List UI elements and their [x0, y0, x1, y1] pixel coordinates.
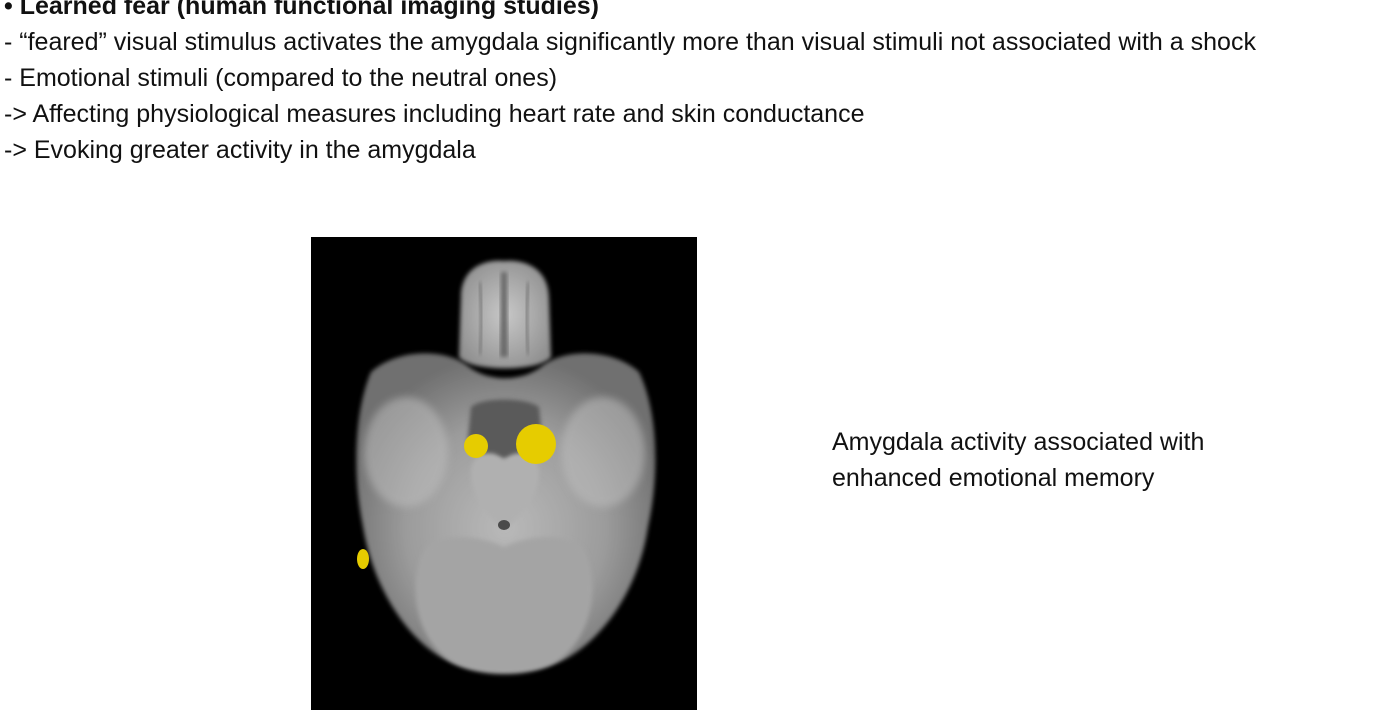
slide-text: • Learned fear (human functional imaging… [4, 0, 1381, 168]
text-line-4: -> Evoking greater activity in the amygd… [4, 136, 476, 164]
activation-temporal [357, 549, 369, 569]
activation-right-amygdala [516, 424, 556, 464]
caption-line-2: enhanced emotional memory [832, 464, 1155, 492]
brain-scan-drawing [356, 260, 656, 677]
heading: • Learned fear (human functional imaging… [4, 0, 1381, 24]
brain-mri-image [311, 237, 697, 710]
midbrain [471, 453, 539, 529]
activation-left-amygdala [464, 434, 488, 458]
figure-caption: Amygdala activity associated with enhanc… [832, 424, 1352, 496]
heading-text: Learned fear (human functional imaging s… [19, 0, 599, 20]
bullet-icon: • [4, 0, 13, 20]
text-line-3: -> Affecting physiological measures incl… [4, 100, 865, 128]
caption-line-1: Amygdala activity associated with [832, 428, 1205, 456]
text-line-1: - “feared” visual stimulus activates the… [4, 28, 1256, 56]
text-line-2: - Emotional stimuli (compared to the neu… [4, 64, 558, 92]
